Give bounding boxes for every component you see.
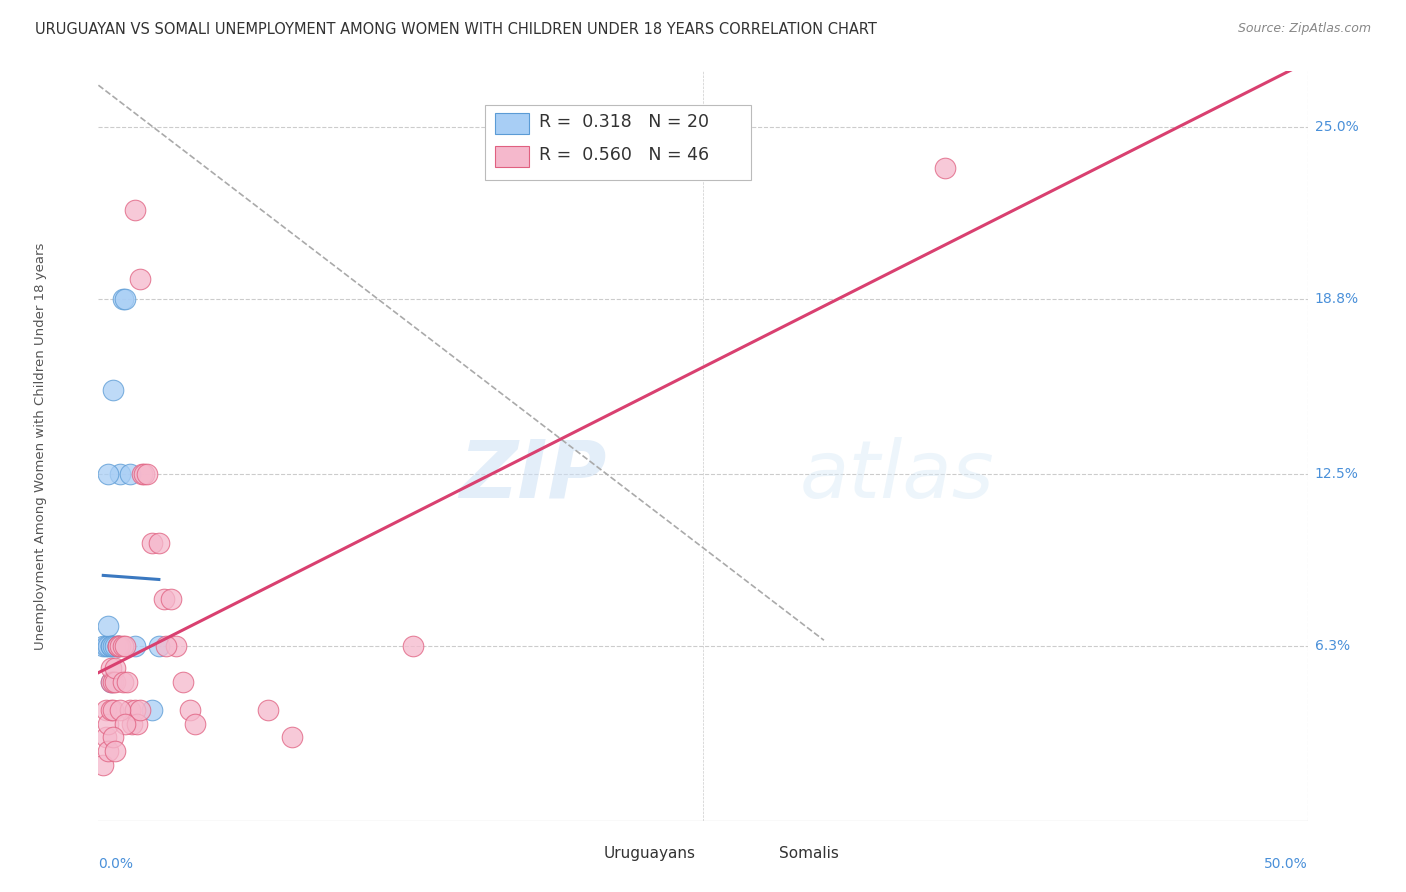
Point bbox=[402, 639, 425, 653]
Point bbox=[101, 384, 124, 398]
Point bbox=[934, 161, 956, 176]
Text: 50.0%: 50.0% bbox=[1264, 856, 1308, 871]
Text: Somalis: Somalis bbox=[779, 847, 839, 861]
Point bbox=[100, 674, 122, 689]
Point bbox=[184, 716, 207, 731]
Point bbox=[160, 591, 183, 606]
Text: R =  0.560   N = 46: R = 0.560 N = 46 bbox=[538, 146, 709, 164]
Text: atlas: atlas bbox=[800, 437, 994, 515]
FancyBboxPatch shape bbox=[485, 105, 751, 180]
Point bbox=[91, 639, 114, 653]
Point bbox=[118, 467, 141, 481]
Point bbox=[107, 639, 129, 653]
Point bbox=[165, 639, 187, 653]
Point bbox=[104, 661, 127, 675]
Point bbox=[114, 716, 136, 731]
Point bbox=[152, 591, 174, 606]
Point bbox=[100, 703, 122, 717]
Point bbox=[107, 639, 129, 653]
Text: URUGUAYAN VS SOMALI UNEMPLOYMENT AMONG WOMEN WITH CHILDREN UNDER 18 YEARS CORREL: URUGUAYAN VS SOMALI UNEMPLOYMENT AMONG W… bbox=[35, 22, 877, 37]
FancyBboxPatch shape bbox=[564, 846, 595, 862]
Text: Source: ZipAtlas.com: Source: ZipAtlas.com bbox=[1237, 22, 1371, 36]
Point bbox=[97, 619, 120, 633]
Text: Unemployment Among Women with Children Under 18 years: Unemployment Among Women with Children U… bbox=[34, 243, 46, 649]
Text: 12.5%: 12.5% bbox=[1315, 467, 1358, 481]
Point bbox=[128, 272, 150, 286]
Point bbox=[114, 292, 136, 306]
FancyBboxPatch shape bbox=[740, 846, 769, 862]
Point bbox=[104, 674, 127, 689]
Point bbox=[131, 467, 153, 481]
Text: 0.0%: 0.0% bbox=[98, 856, 134, 871]
Point bbox=[179, 703, 201, 717]
Point bbox=[91, 758, 114, 772]
Point bbox=[100, 661, 122, 675]
Point bbox=[127, 716, 149, 731]
Point bbox=[256, 703, 278, 717]
Point bbox=[281, 731, 304, 745]
Point bbox=[134, 467, 156, 481]
Point bbox=[101, 674, 124, 689]
Point bbox=[104, 744, 127, 758]
Point bbox=[135, 467, 157, 481]
Point bbox=[97, 467, 120, 481]
Point bbox=[111, 292, 134, 306]
Point bbox=[94, 703, 117, 717]
Point bbox=[101, 731, 124, 745]
Point bbox=[155, 639, 177, 653]
Point bbox=[97, 639, 120, 653]
Point bbox=[107, 639, 129, 653]
Point bbox=[101, 639, 124, 653]
Point bbox=[172, 674, 194, 689]
Point bbox=[114, 639, 136, 653]
Point bbox=[124, 639, 146, 653]
Point bbox=[128, 703, 150, 717]
Point bbox=[111, 639, 134, 653]
Text: 6.3%: 6.3% bbox=[1315, 639, 1350, 653]
Point bbox=[100, 639, 122, 653]
Point bbox=[141, 703, 163, 717]
Point bbox=[97, 716, 120, 731]
Point bbox=[100, 639, 122, 653]
Text: R =  0.318   N = 20: R = 0.318 N = 20 bbox=[538, 113, 709, 131]
Point bbox=[104, 639, 127, 653]
Point bbox=[148, 639, 170, 653]
Text: ZIP: ZIP bbox=[458, 437, 606, 515]
Point bbox=[101, 703, 124, 717]
Point bbox=[108, 467, 131, 481]
Point bbox=[100, 674, 122, 689]
Point bbox=[124, 203, 146, 218]
FancyBboxPatch shape bbox=[495, 145, 529, 167]
Point bbox=[141, 536, 163, 550]
Point bbox=[94, 731, 117, 745]
Text: 25.0%: 25.0% bbox=[1315, 120, 1358, 134]
Point bbox=[117, 674, 139, 689]
Point bbox=[148, 536, 170, 550]
Text: 18.8%: 18.8% bbox=[1315, 292, 1360, 306]
Text: Uruguayans: Uruguayans bbox=[603, 847, 696, 861]
Point bbox=[108, 639, 131, 653]
Point bbox=[111, 674, 134, 689]
Point bbox=[124, 703, 146, 717]
Point bbox=[94, 639, 117, 653]
Point bbox=[97, 744, 120, 758]
Point bbox=[108, 703, 131, 717]
Point bbox=[121, 716, 143, 731]
FancyBboxPatch shape bbox=[495, 112, 529, 134]
Point bbox=[118, 703, 141, 717]
Point bbox=[107, 639, 129, 653]
